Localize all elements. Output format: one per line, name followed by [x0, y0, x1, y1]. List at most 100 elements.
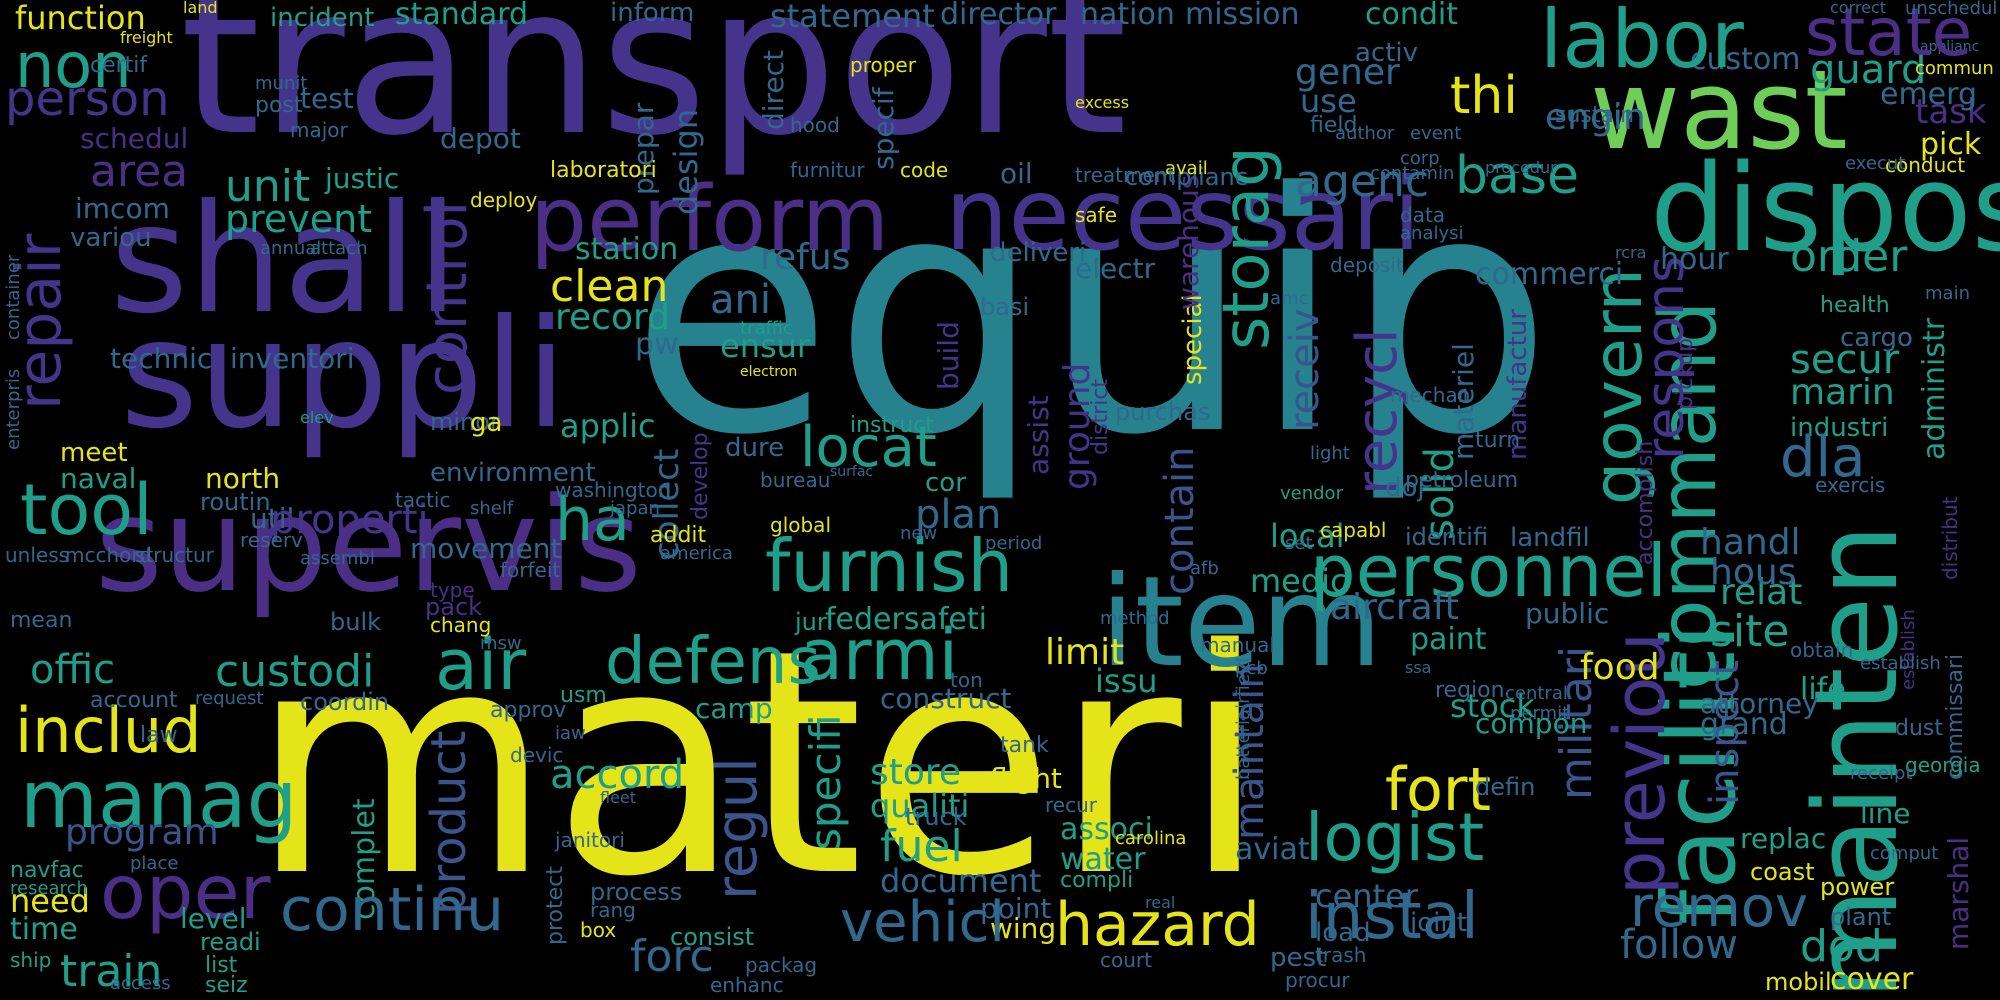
word-person: person: [5, 71, 170, 127]
word-truck: truck: [905, 803, 967, 831]
word-direct: direct: [757, 49, 790, 130]
word-container: container: [3, 254, 24, 340]
word-specif: specif: [867, 87, 900, 170]
word-contamin: contamin: [1370, 163, 1455, 184]
word-compli: compli: [1060, 868, 1134, 893]
word-federsafeti: federsafeti: [825, 602, 987, 637]
word-event: event: [1410, 123, 1462, 144]
word-structur: structur: [135, 543, 214, 567]
word-bulk: bulk: [330, 608, 382, 636]
word-inventori: inventori: [230, 342, 355, 375]
word-aircraft: aircraft: [1330, 587, 1459, 628]
word-rcra: rcra: [1615, 243, 1647, 262]
word-capabl: capabl: [1320, 518, 1387, 542]
word-list: list: [205, 953, 238, 978]
word-warehous: warehous: [1172, 174, 1205, 310]
word-order: order: [1790, 231, 1908, 282]
word-inform: inform: [610, 0, 695, 28]
word-perform: perform: [530, 167, 890, 272]
word-amc: amc: [1270, 288, 1309, 309]
word-period: period: [985, 533, 1043, 554]
word-readi: readi: [200, 928, 261, 956]
word-compon: compon: [1475, 707, 1588, 740]
word-util: util: [250, 502, 295, 535]
word-box: box: [580, 918, 617, 942]
word-request: request: [195, 688, 264, 709]
word-data: data: [1400, 203, 1446, 227]
word-custodi: custodi: [215, 646, 375, 697]
word-mobil: mobil: [1765, 968, 1832, 996]
word-limit: limit: [1045, 632, 1125, 673]
word-joint: joint: [1410, 908, 1468, 938]
word-unless: unless: [5, 543, 70, 567]
word-deposit: deposit: [1330, 253, 1404, 277]
word-mission: mission: [1185, 0, 1300, 32]
word-afb: afb: [1190, 558, 1219, 579]
word-movement: movement: [410, 532, 562, 565]
word-access: access: [110, 973, 171, 994]
word-air: air: [435, 624, 527, 706]
word-attach: attach: [310, 238, 368, 259]
word-need: need: [10, 882, 90, 920]
word-chang: chang: [430, 613, 492, 637]
word-elev: elev: [300, 408, 334, 427]
word-district: district: [1088, 378, 1113, 455]
word-procur: procur: [1285, 968, 1350, 992]
word-develop: develop: [688, 432, 713, 520]
word-post: post: [255, 93, 303, 118]
word-paint: paint: [1410, 622, 1487, 657]
word-replac: replac: [1740, 822, 1827, 855]
word-necessari: necessari: [945, 156, 1421, 273]
word-sustain: sustain: [1555, 103, 1635, 128]
word-dure: dure: [725, 433, 785, 463]
word-store: store: [870, 752, 962, 793]
word-juri: juri: [795, 608, 834, 636]
word-meet: meet: [60, 438, 128, 468]
word-mean: mean: [10, 608, 73, 633]
word-supervis: supervis: [95, 469, 642, 621]
word-technic: technic: [110, 342, 213, 375]
word-execut: execut: [1845, 153, 1906, 174]
word-flight: flight: [990, 762, 1062, 795]
word-japan: japan: [610, 498, 660, 519]
word-new: new: [900, 523, 938, 544]
word-obtain: obtain: [1790, 638, 1854, 662]
word-incident: incident: [270, 3, 375, 33]
word-method: method: [1100, 608, 1170, 629]
word-function: function: [15, 0, 146, 37]
word-cargo: cargo: [1840, 323, 1913, 353]
word-administr: administr: [1917, 317, 1952, 460]
word-receiv: receiv: [1282, 308, 1328, 430]
word-hazard: hazard: [1055, 890, 1260, 960]
word-exercis: exercis: [1815, 473, 1886, 497]
word-identifi: identifi: [1405, 523, 1489, 551]
word-locat: locat: [800, 415, 937, 480]
word-research: research: [10, 878, 88, 899]
word-record: record: [555, 297, 670, 338]
word-offic: offic: [30, 647, 116, 693]
word-major: major: [290, 118, 348, 142]
word-control: control: [415, 200, 480, 395]
word-recur: recur: [1045, 793, 1097, 817]
word-georgia: georgia: [1905, 753, 1981, 777]
word-usm: usm: [560, 683, 607, 708]
word-imcom: imcom: [75, 192, 170, 225]
word-build: build: [932, 321, 965, 390]
word-corp: corp: [1400, 148, 1440, 169]
word-associ: associ: [1060, 812, 1153, 847]
word-ani: ani: [710, 277, 771, 323]
word-water: water: [1060, 842, 1146, 877]
word-base: base: [1455, 146, 1579, 206]
word-trash: trash: [1315, 943, 1367, 967]
word-shall: shall: [110, 173, 459, 347]
word-remov: remov: [1630, 875, 1809, 940]
word-pick: pick: [1920, 127, 1982, 162]
word-transport: transport: [180, 0, 1128, 181]
word-vendor: vendor: [1280, 483, 1343, 504]
word-central: central: [1505, 683, 1568, 704]
word-cor: cor: [925, 468, 966, 498]
word-laboratori: laboratori: [550, 158, 657, 183]
word-commun: commun: [1915, 58, 1994, 79]
word-level: level: [180, 902, 247, 935]
